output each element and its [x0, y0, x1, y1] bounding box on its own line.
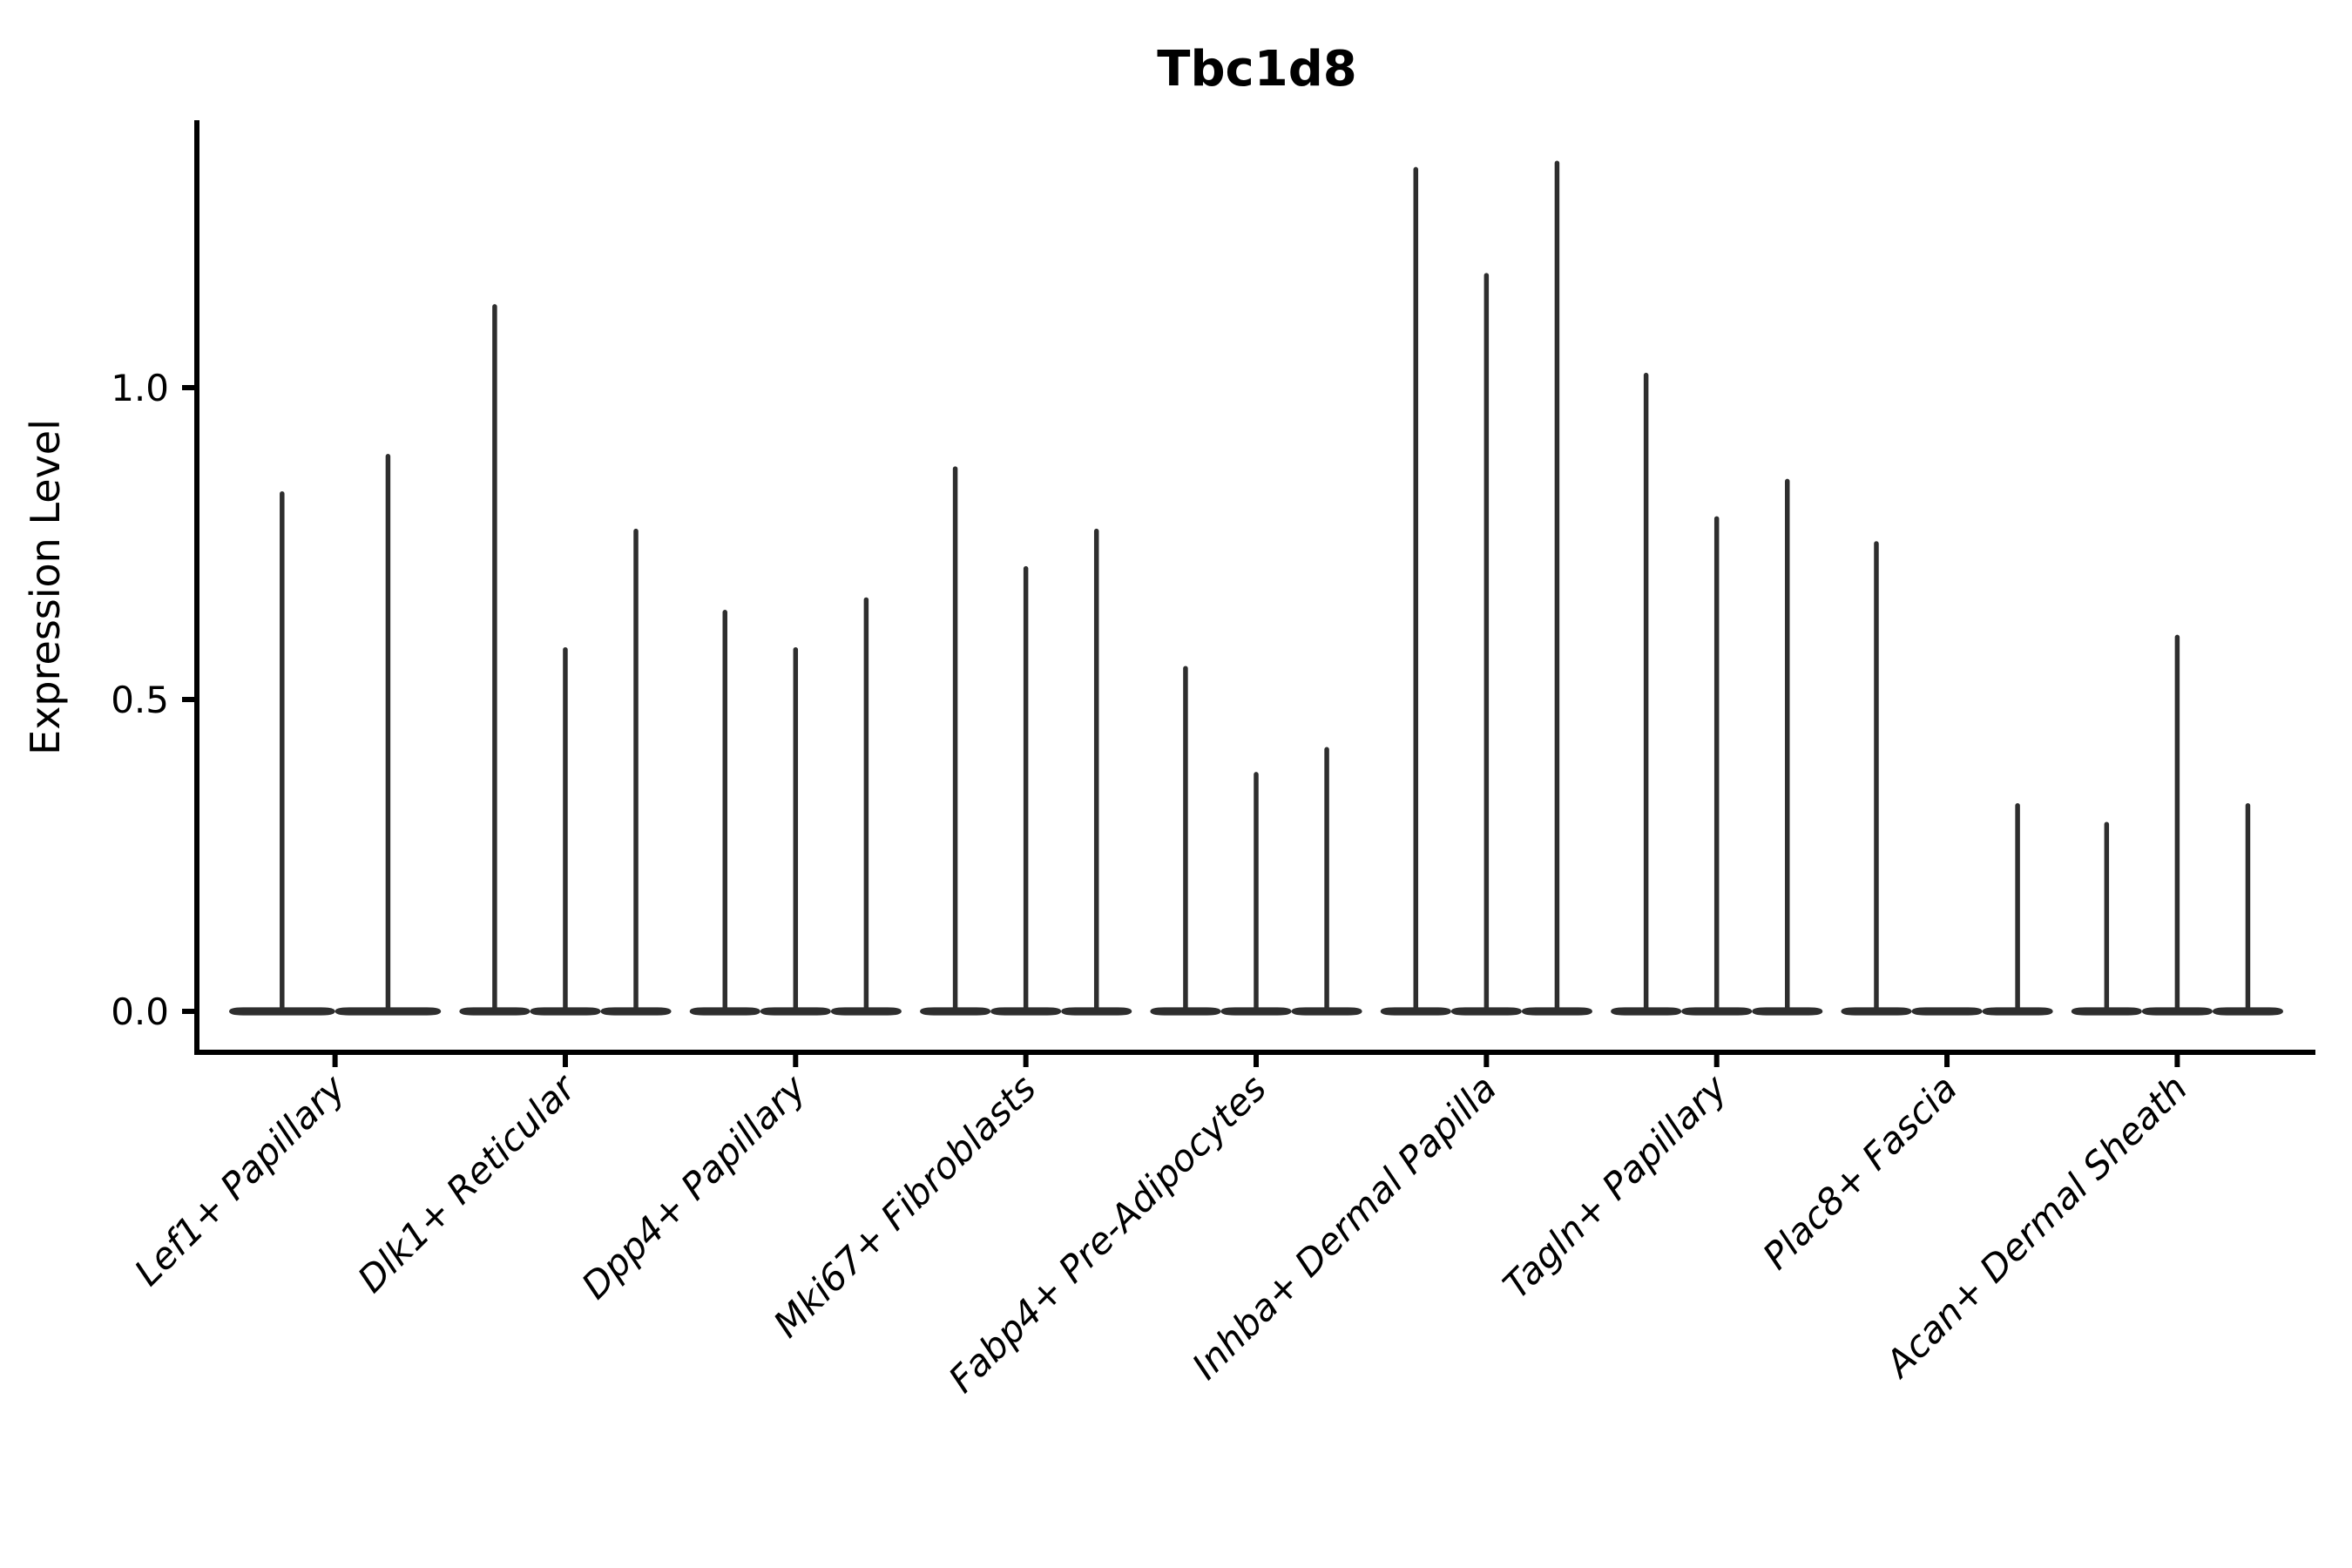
violin-group: [1841, 541, 2053, 1016]
chart-title: Tbc1d8: [1157, 41, 1357, 98]
y-tick-label: 0.5: [111, 679, 169, 721]
y-tick-label: 0.0: [111, 990, 169, 1033]
x-tick-label: Lef1+ Papillary: [126, 1066, 355, 1294]
x-tick-label: Dlk1+ Reticular: [349, 1064, 585, 1301]
violin-group: [920, 466, 1132, 1016]
violin-base: [1911, 1007, 1983, 1016]
violin-group: [1611, 372, 1823, 1016]
y-axis-ticks: 0.0 0.5 1.0: [111, 367, 197, 1033]
x-tick-label: Plac8+ Fascia: [1754, 1066, 1965, 1277]
y-tick-label: 1.0: [111, 367, 169, 409]
x-tick-label: Dpp4+ Papillary: [573, 1066, 814, 1308]
x-tick-label: Mki67+ Fibroblasts: [765, 1066, 1044, 1345]
violin-group: [1150, 666, 1362, 1016]
x-tick-label: Tagln+ Papillary: [1495, 1066, 1736, 1308]
violin-group: [689, 597, 902, 1016]
violin-group: [229, 454, 442, 1016]
violins-layer: [229, 160, 2283, 1016]
y-axis-label: Expression Level: [22, 419, 69, 755]
violin-group: [2071, 634, 2283, 1016]
violin-group: [459, 304, 672, 1016]
violin-group: [1380, 160, 1592, 1016]
